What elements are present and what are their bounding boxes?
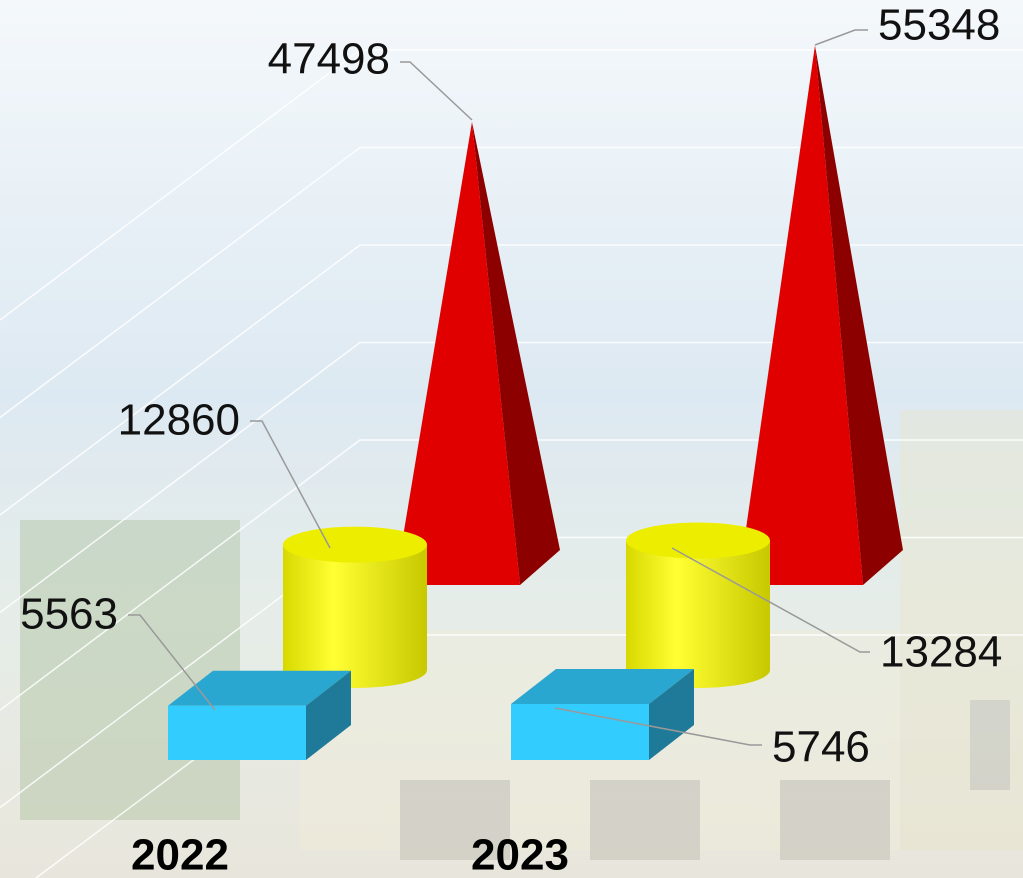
data-label: 47498	[268, 35, 390, 84]
data-label: 5563	[20, 590, 118, 639]
series-0-mark	[511, 669, 694, 760]
series-1-mark	[626, 522, 770, 688]
x-tick-label: 2022	[131, 831, 229, 878]
chart: 47498 55348 12860 13284 5563 5746 2022 2023	[0, 0, 1023, 878]
data-label: 12860	[118, 396, 240, 445]
series-1-mark	[283, 527, 427, 688]
x-tick-label: 2023	[471, 831, 569, 878]
data-label: 13284	[880, 628, 1002, 677]
cylinder-top	[283, 527, 427, 563]
data-label: 55348	[878, 1, 1000, 50]
box	[168, 706, 306, 760]
cylinder-top	[626, 522, 770, 558]
cylinder	[283, 545, 427, 688]
data-label: 5746	[772, 723, 870, 772]
